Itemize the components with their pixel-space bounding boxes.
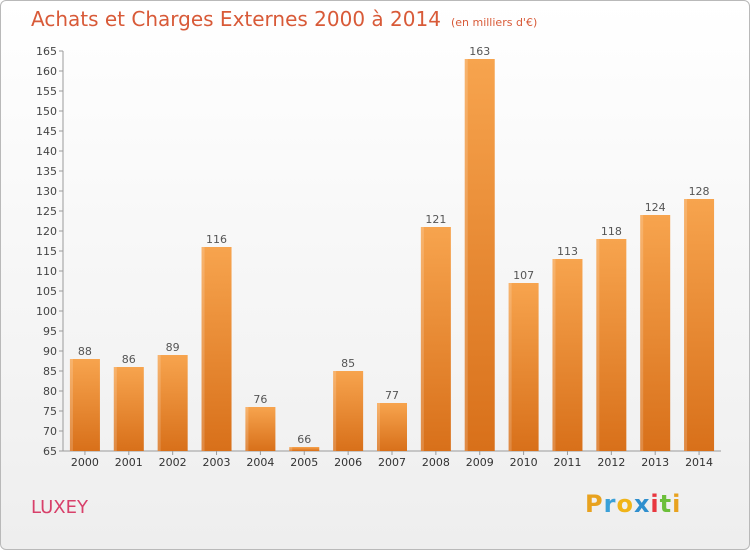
bar-2002 (157, 355, 188, 451)
bar-highlight (333, 371, 337, 451)
y-tick-label: 110 (36, 265, 57, 278)
x-tick-label-2011: 2011 (553, 456, 581, 469)
bar-2006 (333, 371, 364, 451)
x-tick-label-2004: 2004 (246, 456, 274, 469)
y-tick-label: 155 (36, 85, 57, 98)
data-label-2007: 77 (385, 389, 399, 402)
y-tick-label: 145 (36, 125, 57, 138)
y-tick-label: 100 (36, 305, 57, 318)
x-tick-label-2013: 2013 (641, 456, 669, 469)
bar-highlight (289, 447, 293, 451)
x-tick-label-2000: 2000 (71, 456, 99, 469)
y-tick-label: 85 (43, 365, 57, 378)
bar-highlight (508, 283, 512, 451)
logo-letter: x (633, 490, 651, 518)
y-tick-label: 135 (36, 165, 57, 178)
data-label-2006: 85 (341, 357, 355, 370)
bar-2014 (684, 199, 715, 451)
bar-highlight (552, 259, 556, 451)
bar-2012 (596, 239, 627, 451)
bar-2008 (420, 227, 451, 451)
data-label-2014: 128 (689, 185, 710, 198)
bar-highlight (245, 407, 249, 451)
data-label-2012: 118 (601, 225, 622, 238)
y-tick-label: 70 (43, 425, 57, 438)
data-label-2010: 107 (513, 269, 534, 282)
bar-highlight (69, 359, 73, 451)
logo-letter: i (672, 490, 682, 518)
x-tick-label-2006: 2006 (334, 456, 362, 469)
bar-2013 (640, 215, 671, 451)
y-tick-label: 115 (36, 245, 57, 258)
y-tick-label: 120 (36, 225, 57, 238)
bar-2010 (508, 283, 539, 451)
x-tick-label-2007: 2007 (378, 456, 406, 469)
y-tick-label: 160 (36, 65, 57, 78)
chart-subtitle: (en milliers d'€) (450, 16, 538, 29)
data-labels: 88 86 89 116 76 66 85 77 121 163 107 113 118 124 128 (78, 45, 710, 446)
bar-2009 (464, 59, 495, 451)
bar-highlight (157, 355, 161, 451)
logo-letter: r (603, 490, 617, 518)
y-tick-label: 65 (43, 445, 57, 458)
data-label-2000: 88 (78, 345, 92, 358)
y-tick-label: 105 (36, 285, 57, 298)
y-tick-label: 140 (36, 145, 57, 158)
commune-name: LUXEY (31, 497, 89, 518)
data-label-2002: 89 (166, 341, 180, 354)
x-tick-label-2010: 2010 (510, 456, 538, 469)
bar-highlight (596, 239, 600, 451)
bar-highlight (113, 367, 117, 451)
bar-highlight (640, 215, 644, 451)
y-tick-label: 90 (43, 345, 57, 358)
x-tick-label-2009: 2009 (466, 456, 494, 469)
x-tick-label-2002: 2002 (159, 456, 187, 469)
logo-letter: o (616, 490, 634, 518)
bar-2001 (113, 367, 144, 451)
bar-highlight (420, 227, 424, 451)
y-tick-label: 165 (36, 45, 57, 58)
bar-2000 (69, 359, 100, 451)
y-tick-label: 125 (36, 205, 57, 218)
logo-letter: P (585, 490, 604, 518)
x-tick-label-2001: 2001 (115, 456, 143, 469)
logo-letter: i (650, 490, 660, 518)
bar-2005 (289, 447, 320, 451)
bar-2007 (377, 403, 407, 451)
bars (69, 59, 715, 451)
proxiti-logo: Proxiti (585, 490, 681, 518)
bar-2004 (245, 407, 276, 451)
axes: 65 70 75 80 85 90 95 100 105 110 115 120 125 130 135 14… (36, 45, 721, 469)
data-label-2003: 116 (206, 233, 227, 246)
chart-title: Achats et Charges Externes 2000 à 2014 (e… (31, 7, 537, 31)
bar-highlight (684, 199, 688, 451)
bar-2003 (201, 247, 232, 451)
x-tick-label-2014: 2014 (685, 456, 713, 469)
x-tick-label-2005: 2005 (290, 456, 318, 469)
data-label-2009: 163 (469, 45, 490, 58)
title-text: Achats et Charges Externes 2000 à 2014 (31, 7, 441, 31)
bar-highlight (201, 247, 205, 451)
logo-letter: t (659, 490, 673, 518)
bar-highlight (464, 59, 468, 451)
y-tick-label: 95 (43, 325, 57, 338)
data-label-2005: 66 (297, 433, 311, 446)
x-tick-label-2008: 2008 (422, 456, 450, 469)
y-tick-label: 75 (43, 405, 57, 418)
x-tick-label-2003: 2003 (203, 456, 231, 469)
x-tick-label-2012: 2012 (597, 456, 625, 469)
bar-highlight (377, 403, 380, 451)
data-label-2013: 124 (645, 201, 666, 214)
data-label-2008: 121 (425, 213, 446, 226)
y-tick-label: 130 (36, 185, 57, 198)
data-label-2001: 86 (122, 353, 136, 366)
bar-2011 (552, 259, 583, 451)
data-label-2011: 113 (557, 245, 578, 258)
data-label-2004: 76 (253, 393, 267, 406)
y-tick-label: 150 (36, 105, 57, 118)
y-tick-label: 80 (43, 385, 57, 398)
